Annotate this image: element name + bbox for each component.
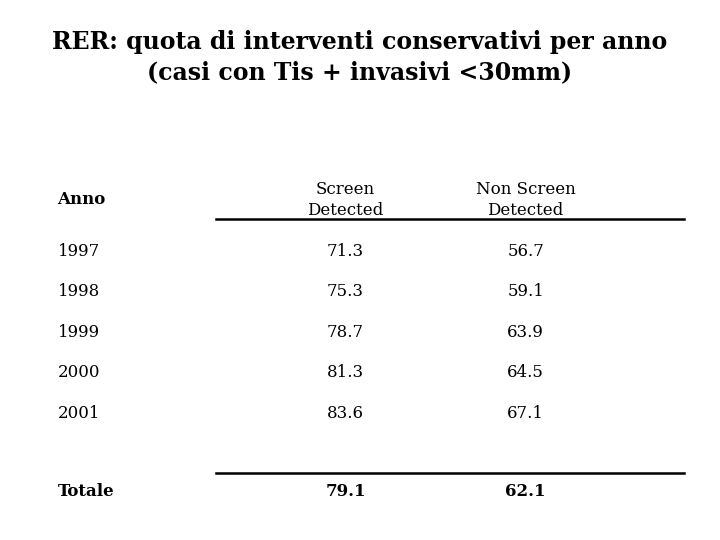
- Text: 1998: 1998: [58, 283, 100, 300]
- Text: Screen
Detected: Screen Detected: [307, 181, 384, 219]
- Text: 62.1: 62.1: [505, 483, 546, 500]
- Text: 81.3: 81.3: [327, 364, 364, 381]
- Text: Anno: Anno: [58, 191, 106, 208]
- Text: 64.5: 64.5: [507, 364, 544, 381]
- Text: 56.7: 56.7: [507, 242, 544, 260]
- Text: 1999: 1999: [58, 323, 100, 341]
- Text: Non Screen
Detected: Non Screen Detected: [476, 181, 575, 219]
- Text: 78.7: 78.7: [327, 323, 364, 341]
- Text: RER: quota di interventi conservativi per anno
(casi con Tis + invasivi <30mm): RER: quota di interventi conservativi pe…: [53, 30, 667, 84]
- Text: 2000: 2000: [58, 364, 100, 381]
- Text: 59.1: 59.1: [507, 283, 544, 300]
- Text: 75.3: 75.3: [327, 283, 364, 300]
- Text: 83.6: 83.6: [327, 404, 364, 422]
- Text: 1997: 1997: [58, 242, 100, 260]
- Text: 2001: 2001: [58, 404, 100, 422]
- Text: 67.1: 67.1: [507, 404, 544, 422]
- Text: 63.9: 63.9: [507, 323, 544, 341]
- Text: 71.3: 71.3: [327, 242, 364, 260]
- Text: 79.1: 79.1: [325, 483, 366, 500]
- Text: Totale: Totale: [58, 483, 114, 500]
